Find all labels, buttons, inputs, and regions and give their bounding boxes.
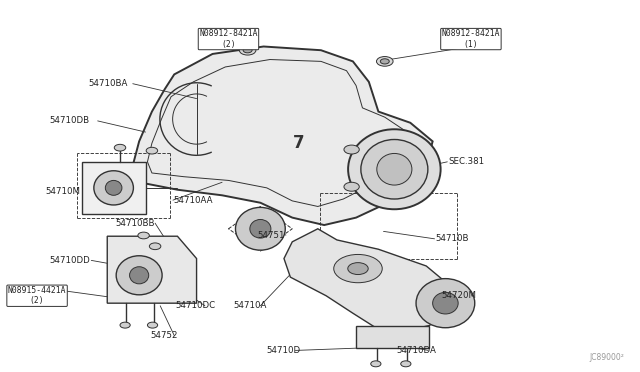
Text: 54710BA: 54710BA [88, 79, 127, 88]
Circle shape [376, 57, 393, 66]
Text: N08912-8421A
(1): N08912-8421A (1) [442, 29, 500, 49]
Circle shape [401, 361, 411, 367]
Ellipse shape [129, 267, 148, 284]
Polygon shape [82, 162, 145, 214]
Text: JC89000²: JC89000² [589, 353, 624, 362]
Ellipse shape [377, 153, 412, 185]
Text: 7: 7 [293, 134, 305, 152]
Ellipse shape [236, 208, 285, 250]
Text: 54710A: 54710A [233, 301, 266, 310]
Text: 54752: 54752 [150, 331, 177, 340]
Circle shape [115, 144, 125, 151]
Text: 54710DB: 54710DB [50, 116, 90, 125]
Circle shape [149, 243, 161, 250]
Text: 54710DA: 54710DA [396, 346, 436, 355]
Text: 54710DC: 54710DC [175, 301, 216, 310]
Circle shape [344, 145, 359, 154]
Ellipse shape [106, 180, 122, 195]
Circle shape [138, 232, 149, 239]
Ellipse shape [94, 171, 133, 205]
Ellipse shape [116, 256, 162, 295]
Ellipse shape [361, 140, 428, 199]
Circle shape [239, 45, 256, 55]
Text: 54710DD: 54710DD [50, 256, 91, 265]
Polygon shape [356, 326, 429, 348]
Circle shape [371, 361, 381, 367]
Text: N08912-8421A
(2): N08912-8421A (2) [199, 29, 258, 49]
Ellipse shape [433, 292, 458, 314]
Polygon shape [284, 229, 449, 332]
Circle shape [146, 147, 157, 154]
Circle shape [344, 182, 359, 191]
Text: SEC.381: SEC.381 [449, 157, 484, 166]
Polygon shape [108, 236, 196, 303]
Circle shape [120, 322, 130, 328]
Ellipse shape [348, 129, 440, 209]
Text: 54710B: 54710B [436, 234, 469, 243]
Text: 54710M: 54710M [45, 187, 81, 196]
Circle shape [348, 263, 368, 275]
Polygon shape [132, 46, 433, 225]
Ellipse shape [250, 219, 271, 238]
Circle shape [147, 322, 157, 328]
Circle shape [380, 59, 389, 64]
Text: N08915-4421A
(2): N08915-4421A (2) [8, 286, 67, 305]
Text: 54710BB: 54710BB [116, 219, 155, 228]
Text: 54710AA: 54710AA [173, 196, 212, 205]
Text: 54751: 54751 [257, 231, 285, 240]
Circle shape [243, 48, 252, 53]
Ellipse shape [416, 279, 475, 328]
Text: 54720M: 54720M [441, 291, 476, 300]
Circle shape [333, 254, 382, 283]
Text: 54710D: 54710D [267, 346, 301, 355]
